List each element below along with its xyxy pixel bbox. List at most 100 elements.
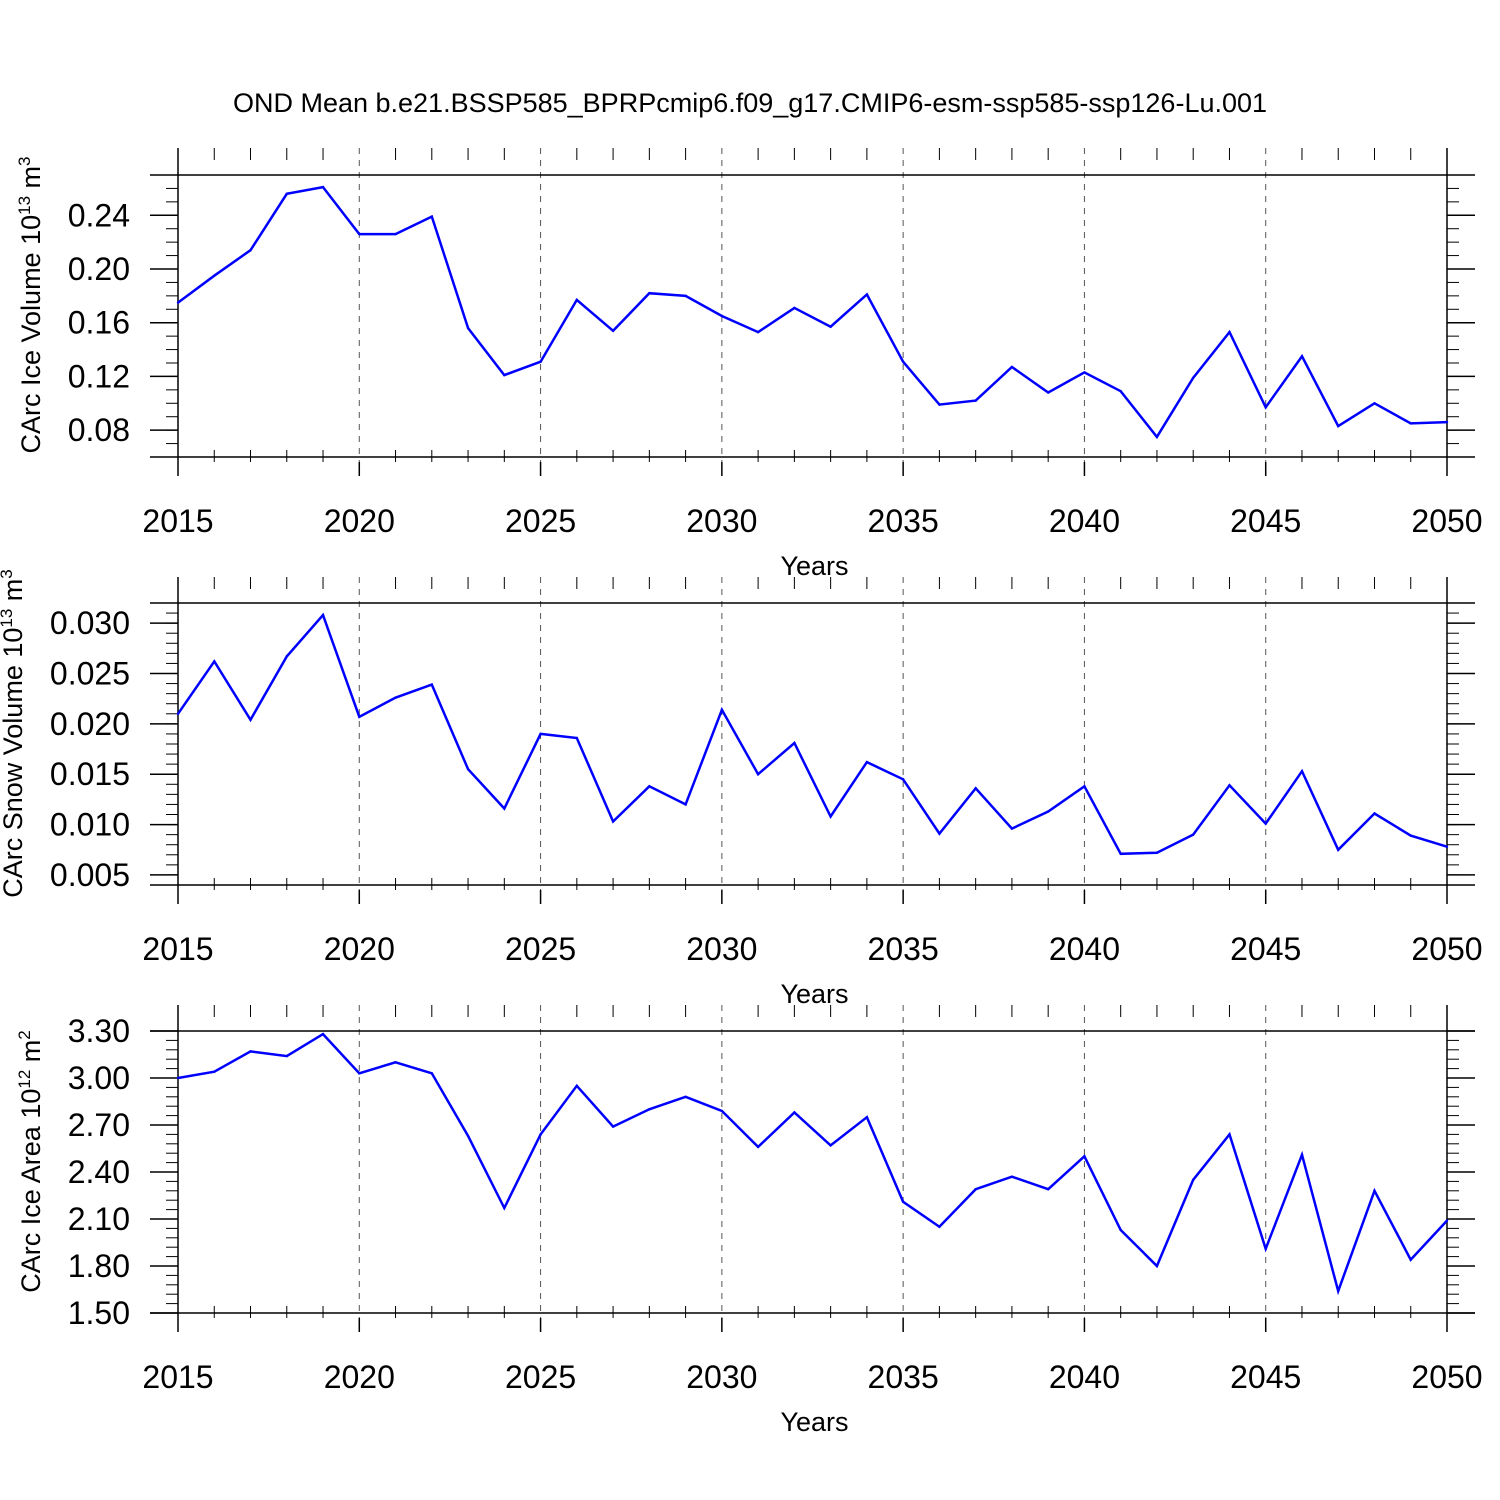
panel-2: 2015 2020 2025 2030 2035 2040 2045 2050 Years 0.0… — [0, 569, 1483, 1009]
data-point — [321, 613, 325, 617]
data-point — [1083, 785, 1086, 788]
chart-title: OND Mean b.e21.BSSP585_BPRPcmip6.f09_g17… — [233, 88, 1267, 118]
y-tick-label: 0.24 — [68, 197, 130, 233]
data-point — [176, 301, 180, 304]
data-point — [684, 1095, 687, 1099]
x-tick-label: 2050 — [1411, 931, 1482, 967]
data-point — [1409, 422, 1412, 425]
data-point — [865, 293, 869, 296]
data-point — [1010, 827, 1014, 830]
data-point — [756, 330, 760, 334]
data-point — [1010, 365, 1014, 369]
data-point — [539, 360, 542, 363]
data-point — [1119, 1228, 1122, 1232]
y-tick-label: 0.16 — [68, 305, 130, 341]
x-tick-label: 2015 — [142, 503, 213, 539]
y-tick-label: 2.10 — [68, 1201, 130, 1237]
data-point — [575, 1084, 579, 1088]
data-point — [648, 291, 651, 295]
data-point — [466, 767, 470, 771]
data-point — [865, 1115, 869, 1119]
data-point — [901, 1200, 905, 1203]
x-tick-label: 2040 — [1049, 503, 1120, 539]
data-point — [1300, 769, 1304, 773]
data-point — [394, 696, 397, 699]
x-tick-label: 2040 — [1049, 1359, 1120, 1395]
x-axis-label: Years — [780, 1407, 848, 1437]
x-tick-label: 2030 — [686, 503, 757, 539]
data-point — [503, 1206, 506, 1210]
data-point — [1228, 784, 1231, 787]
data-point — [1373, 812, 1376, 815]
data-point — [249, 1050, 252, 1053]
data-point — [1409, 1258, 1412, 1261]
y-tick-label: 0.005 — [50, 857, 130, 893]
data-point — [1119, 390, 1122, 393]
data-point — [430, 215, 433, 218]
data-point — [648, 785, 651, 788]
y-axis-label: CArc Ice Area 1012 m2 — [15, 1030, 46, 1293]
data-point — [1228, 330, 1231, 334]
data-point — [611, 329, 615, 332]
data-point — [720, 314, 724, 318]
data-point — [938, 832, 941, 835]
x-tick-label: 2015 — [142, 931, 213, 967]
data-point — [1119, 852, 1122, 855]
y-tick-label: 0.08 — [68, 412, 130, 448]
data-point — [1155, 435, 1159, 439]
data-point — [575, 298, 579, 302]
data-point — [611, 1125, 615, 1128]
data-point — [1192, 833, 1195, 836]
data-point — [684, 294, 687, 298]
data-point — [249, 718, 252, 722]
data-point — [1155, 851, 1159, 854]
x-tick-label: 2045 — [1230, 503, 1301, 539]
x-axis-label: Years — [780, 551, 848, 581]
data-point — [1046, 810, 1050, 813]
data-point — [285, 655, 288, 658]
x-axis-label: Years — [780, 979, 848, 1009]
data-point — [539, 732, 542, 736]
panel-3: 2015 2020 2025 2030 2035 2040 2045 2050 Years 1.5… — [15, 1005, 1483, 1437]
x-tick-label: 2035 — [868, 931, 939, 967]
series-line — [177, 1032, 1448, 1296]
y-tick-label: 0.20 — [68, 251, 130, 287]
data-point — [358, 1072, 361, 1075]
data-point — [1337, 1289, 1340, 1293]
data-point — [1046, 1188, 1050, 1191]
data-point — [1264, 406, 1267, 409]
panel-1: 2015 2020 2025 2030 2035 2040 2045 2050 Years 0.0… — [15, 148, 1483, 581]
data-point — [466, 326, 470, 330]
y-tick-label: 3.00 — [68, 1060, 130, 1096]
data-point — [648, 1108, 651, 1111]
data-point — [466, 1134, 470, 1138]
data-point — [829, 325, 832, 328]
data-point — [901, 778, 905, 781]
x-tick-label: 2020 — [324, 1359, 395, 1395]
data-point — [1228, 1133, 1231, 1136]
y-tick-label: 1.50 — [68, 1295, 130, 1331]
data-point — [249, 249, 252, 252]
x-tick-label: 2025 — [505, 503, 576, 539]
data-point — [611, 820, 615, 823]
data-point — [974, 787, 977, 790]
data-point — [1300, 355, 1304, 358]
data-point — [1373, 402, 1376, 405]
y-tick-label: 3.30 — [68, 1013, 130, 1049]
data-point — [793, 741, 796, 745]
data-point — [938, 403, 941, 406]
y-tick-label: 0.025 — [50, 656, 130, 692]
data-point — [176, 712, 180, 715]
data-point — [176, 1076, 180, 1080]
data-point — [503, 373, 506, 377]
data-point — [756, 773, 760, 776]
data-point — [358, 715, 361, 719]
data-point — [1192, 376, 1195, 379]
data-point — [793, 1111, 796, 1114]
data-point — [1264, 822, 1267, 825]
y-axis-label: CArc Snow Volume 1013 m3 — [0, 569, 28, 898]
data-point — [575, 736, 579, 740]
data-point — [358, 232, 361, 236]
data-point — [213, 274, 216, 277]
